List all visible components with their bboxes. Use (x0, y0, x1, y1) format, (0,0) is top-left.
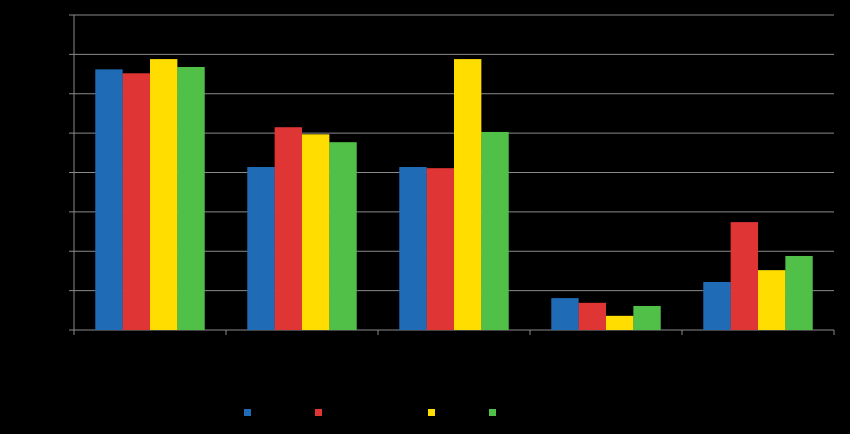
bar (426, 168, 454, 330)
bar (454, 59, 482, 330)
bar (633, 305, 661, 330)
legend-swatch (244, 409, 251, 416)
bar (606, 315, 634, 330)
bar (302, 134, 330, 330)
legend-swatch (315, 409, 322, 416)
bar (95, 69, 123, 331)
bar (274, 127, 302, 330)
legend-swatch (428, 409, 435, 416)
bar (247, 166, 275, 330)
bar (329, 142, 357, 330)
bar (150, 59, 178, 330)
bar (578, 302, 606, 330)
bar (551, 298, 579, 330)
bar (785, 255, 813, 330)
bar (399, 166, 427, 330)
bar (122, 73, 150, 331)
bar (730, 222, 758, 330)
legend-swatch (489, 409, 496, 416)
bar (703, 281, 731, 330)
bar (481, 131, 509, 330)
bar (758, 270, 786, 330)
bar (177, 66, 205, 330)
